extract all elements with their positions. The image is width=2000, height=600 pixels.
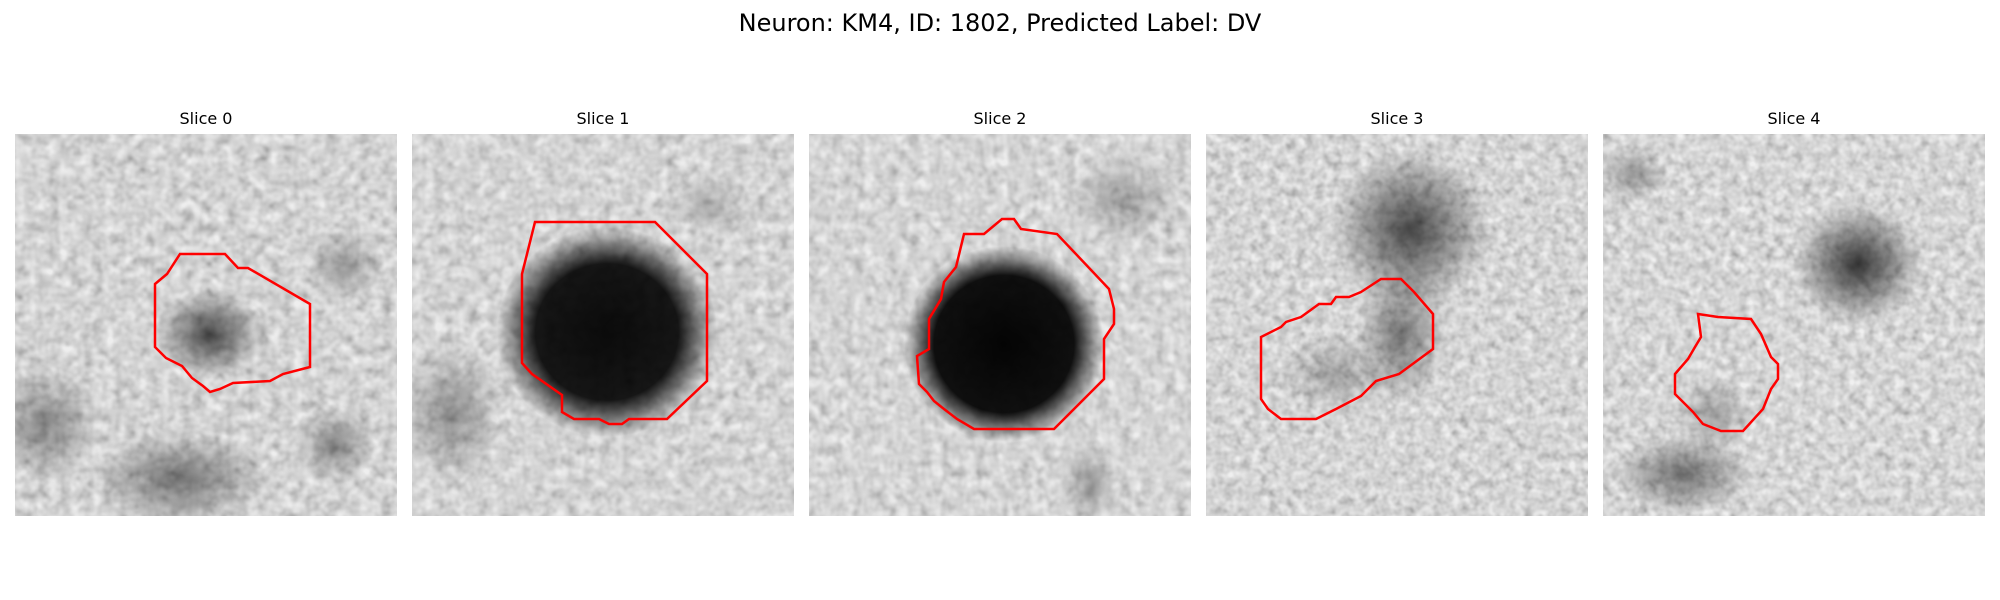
roi-contour-2	[915, 217, 1116, 431]
slice-panel-4: Slice 4	[1603, 108, 1985, 516]
slice-title-1: Slice 1	[576, 109, 630, 128]
roi-contour-0	[153, 252, 312, 394]
figure-title: Neuron: KM4, ID: 1802, Predicted Label: …	[738, 9, 1262, 37]
slice-image-1	[412, 134, 794, 516]
slice-title-4: Slice 4	[1767, 109, 1821, 128]
slice-panel-2: Slice 2	[809, 108, 1191, 516]
slice-title-2: Slice 2	[973, 109, 1027, 128]
slice-image-4	[1603, 134, 1985, 516]
slice-title-3: Slice 3	[1370, 109, 1424, 128]
roi-contour-1	[520, 220, 709, 426]
slice-image-2	[809, 134, 1191, 516]
slice-panel-3: Slice 3	[1206, 108, 1588, 516]
slice-image-3	[1206, 134, 1588, 516]
slice-title-0: Slice 0	[179, 109, 233, 128]
slice-image-0	[15, 134, 397, 516]
roi-contour-3	[1259, 277, 1435, 421]
roi-contour-4	[1673, 312, 1780, 433]
slice-panel-1: Slice 1	[412, 108, 794, 516]
slice-panel-0: Slice 0	[15, 108, 397, 516]
